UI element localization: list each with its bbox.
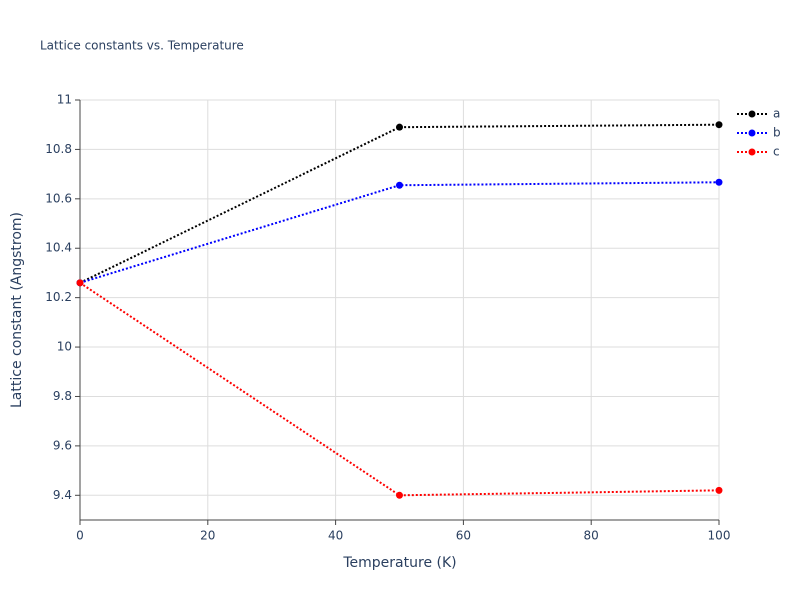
series-line	[79, 181, 720, 284]
legend-label: a	[773, 107, 780, 121]
data-point	[76, 279, 84, 287]
x-tick-label: 100	[708, 529, 731, 543]
x-tick-label: 40	[328, 529, 343, 543]
series-line	[79, 281, 720, 497]
x-tick-label: 80	[584, 529, 599, 543]
y-tick-label: 10	[57, 340, 72, 354]
x-tick-label: 20	[200, 529, 215, 543]
data-point	[396, 491, 403, 499]
x-tick-label: 0	[76, 529, 84, 543]
chart-title: Lattice constants vs. Temperature	[40, 39, 244, 53]
y-tick-label: 9.4	[53, 488, 72, 502]
y-tick-label: 9.6	[53, 438, 72, 452]
y-tick-label: 10.4	[45, 241, 72, 255]
data-point	[715, 178, 723, 186]
data-point	[715, 121, 723, 129]
y-axis-label: Lattice constant (Angstrom)	[9, 212, 25, 408]
data-point	[396, 123, 403, 131]
y-tick-label: 10.2	[45, 290, 72, 304]
x-tick-label: 60	[456, 529, 471, 543]
y-tick-label: 10.8	[45, 142, 72, 156]
y-tick-label: 11	[57, 93, 72, 107]
legend-marker	[748, 148, 756, 156]
legend-label: c	[773, 145, 780, 159]
legend-label: b	[773, 126, 781, 140]
x-axis-label: Temperature (K)	[342, 555, 456, 571]
y-tick-label: 10.6	[45, 191, 72, 205]
y-tick-label: 9.8	[53, 389, 72, 403]
legend-marker	[748, 129, 756, 137]
data-point	[396, 181, 403, 189]
series-line	[79, 123, 720, 284]
legend-marker	[748, 110, 756, 118]
data-point	[715, 486, 723, 494]
